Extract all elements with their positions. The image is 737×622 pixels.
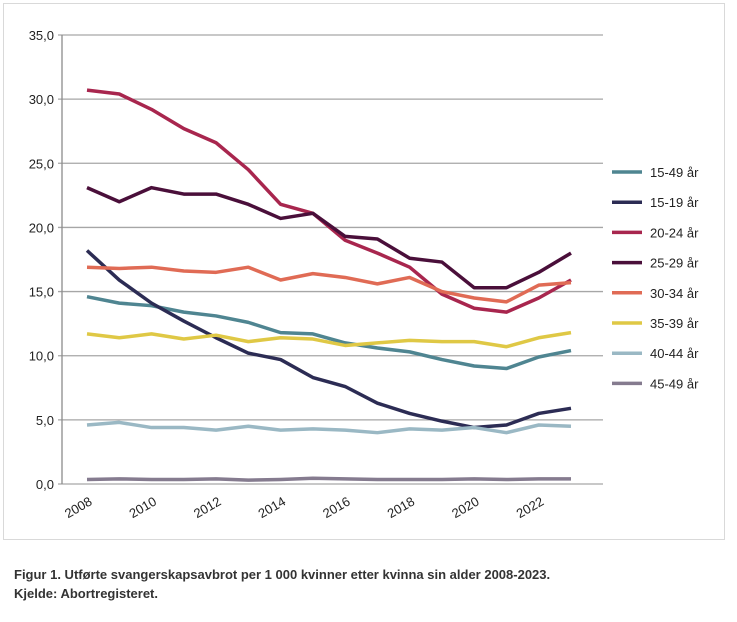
- figure-caption: Figur 1. Utførte svangerskapsavbrot per …: [14, 567, 551, 582]
- x-tick-label: 2022: [514, 494, 547, 521]
- legend-label: 15-19 år: [650, 195, 699, 210]
- y-tick-label: 0,0: [36, 477, 54, 492]
- series-line-15-19: [85, 249, 572, 430]
- series-line-35-39: [86, 330, 572, 349]
- line-chart: 0,0 5,0 10,0 15,0 20,0 25,0 30,0 35,0 2008 2010 20…: [29, 28, 699, 521]
- x-tick-label: 2014: [256, 494, 289, 521]
- y-tick-label: 30,0: [29, 92, 54, 107]
- legend-label: 45-49 år: [650, 376, 699, 391]
- x-tick-label: 2010: [126, 494, 159, 521]
- x-tick-label: 2016: [320, 494, 353, 521]
- y-tick-label: 20,0: [29, 220, 54, 235]
- series-line-30-34: [86, 265, 572, 304]
- y-tick-label: 15,0: [29, 285, 54, 300]
- legend-label: 40-44 år: [650, 346, 699, 361]
- legend-label: 25-29 år: [650, 256, 699, 271]
- y-tick-label: 25,0: [29, 156, 54, 171]
- series-line-25-29: [86, 185, 572, 290]
- legend-label: 35-39 år: [650, 316, 699, 331]
- x-tick-label: 2012: [191, 494, 224, 521]
- figure-source: Kjelde: Abortregisteret.: [14, 586, 158, 601]
- x-tick-label: 2008: [62, 494, 95, 521]
- x-tick-label: 2018: [385, 494, 418, 521]
- series-line-15-49: [86, 294, 572, 371]
- legend-label: 15-49 år: [650, 165, 699, 180]
- series-line-20-24: [86, 88, 572, 314]
- x-tick-label: 2020: [449, 494, 482, 521]
- y-tick-label: 35,0: [29, 28, 54, 43]
- chart-frame: [3, 3, 725, 540]
- series-line-40-44: [86, 420, 572, 435]
- y-tick-label: 10,0: [29, 349, 54, 364]
- series-line-45-49: [86, 476, 571, 482]
- legend-label: 30-34 år: [650, 286, 699, 301]
- legend-label: 20-24 år: [650, 225, 699, 240]
- y-tick-label: 5,0: [36, 413, 54, 428]
